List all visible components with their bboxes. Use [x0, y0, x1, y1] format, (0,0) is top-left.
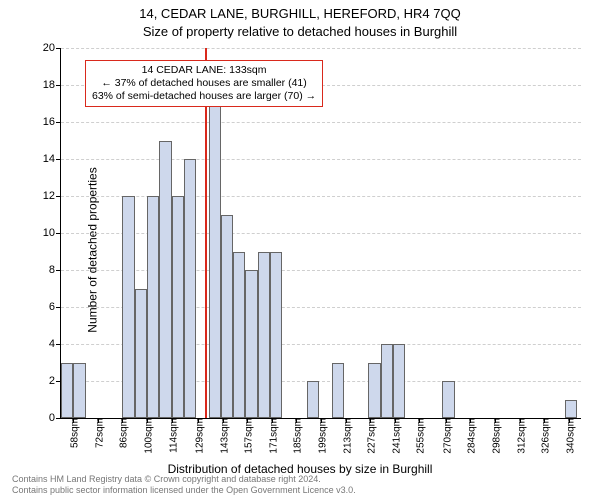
x-tick-label: 326sqm: [537, 418, 552, 454]
x-tick-label: 270sqm: [438, 418, 453, 454]
histogram-bar: [565, 400, 577, 419]
annotation-box: 14 CEDAR LANE: 133sqm ← 37% of detached …: [85, 60, 323, 107]
x-tick-label: 157sqm: [240, 418, 255, 454]
histogram-bar: [442, 381, 454, 418]
x-tick-label: 199sqm: [314, 418, 329, 454]
x-tick-label: 213sqm: [338, 418, 353, 454]
x-tick-label: 129sqm: [191, 418, 206, 454]
x-tick-label: 171sqm: [264, 418, 279, 454]
histogram-bar: [122, 196, 134, 418]
histogram-bar: [245, 270, 257, 418]
footer-line-2: Contains public sector information licen…: [12, 485, 356, 496]
histogram-bar: [61, 363, 73, 419]
y-tick-label: 16: [43, 116, 61, 128]
gridline-h: [61, 196, 581, 197]
y-tick-label: 4: [49, 338, 61, 350]
histogram-bar: [393, 344, 405, 418]
histogram-bar: [147, 196, 159, 418]
gridline-h: [61, 122, 581, 123]
plot-area: 02468101214161820 14 CEDAR LANE: 133sqm …: [60, 48, 581, 419]
gridline-h: [61, 48, 581, 49]
y-tick-label: 0: [49, 412, 61, 424]
x-tick-label: 185sqm: [289, 418, 304, 454]
x-tick-label: 241sqm: [387, 418, 402, 454]
annotation-line-1: 14 CEDAR LANE: 133sqm: [92, 64, 316, 77]
y-tick-label: 18: [43, 79, 61, 91]
histogram-bar: [73, 363, 85, 419]
chart-container: 14, CEDAR LANE, BURGHILL, HEREFORD, HR4 …: [0, 0, 600, 500]
y-tick-label: 14: [43, 153, 61, 165]
x-tick-label: 255sqm: [412, 418, 427, 454]
annotation-line-2: ← 37% of detached houses are smaller (41…: [92, 77, 316, 90]
x-tick-label: 72sqm: [90, 418, 105, 448]
y-tick-label: 8: [49, 264, 61, 276]
x-tick-label: 312sqm: [512, 418, 527, 454]
histogram-bar: [172, 196, 184, 418]
chart-title-main: 14, CEDAR LANE, BURGHILL, HEREFORD, HR4 …: [0, 6, 600, 21]
x-tick-label: 227sqm: [363, 418, 378, 454]
x-tick-label: 100sqm: [140, 418, 155, 454]
y-tick-label: 2: [49, 375, 61, 387]
histogram-bar: [209, 104, 221, 419]
histogram-bar: [368, 363, 380, 419]
gridline-h: [61, 159, 581, 160]
x-tick-label: 298sqm: [487, 418, 502, 454]
footer-line-1: Contains HM Land Registry data © Crown c…: [12, 474, 356, 485]
y-tick-label: 12: [43, 190, 61, 202]
histogram-bar: [221, 215, 233, 419]
histogram-bar: [332, 363, 344, 419]
x-tick-label: 86sqm: [115, 418, 130, 448]
histogram-bar: [135, 289, 147, 419]
x-tick-label: 114sqm: [164, 418, 179, 453]
y-tick-label: 6: [49, 301, 61, 313]
x-tick-label: 58sqm: [66, 418, 81, 448]
annotation-line-3: 63% of semi-detached houses are larger (…: [92, 90, 316, 103]
x-tick-label: 340sqm: [561, 418, 576, 454]
x-tick-label: 143sqm: [215, 418, 230, 454]
footer-attribution: Contains HM Land Registry data © Crown c…: [12, 474, 356, 497]
y-tick-label: 20: [43, 42, 61, 54]
histogram-bar: [270, 252, 282, 419]
gridline-h: [61, 233, 581, 234]
histogram-bar: [233, 252, 245, 419]
histogram-bar: [381, 344, 393, 418]
histogram-bar: [258, 252, 270, 419]
histogram-bar: [307, 381, 319, 418]
histogram-bar: [159, 141, 171, 419]
chart-title-sub: Size of property relative to detached ho…: [0, 24, 600, 39]
gridline-h: [61, 270, 581, 271]
x-tick-label: 284sqm: [463, 418, 478, 454]
y-tick-label: 10: [43, 227, 61, 239]
histogram-bar: [184, 159, 196, 418]
